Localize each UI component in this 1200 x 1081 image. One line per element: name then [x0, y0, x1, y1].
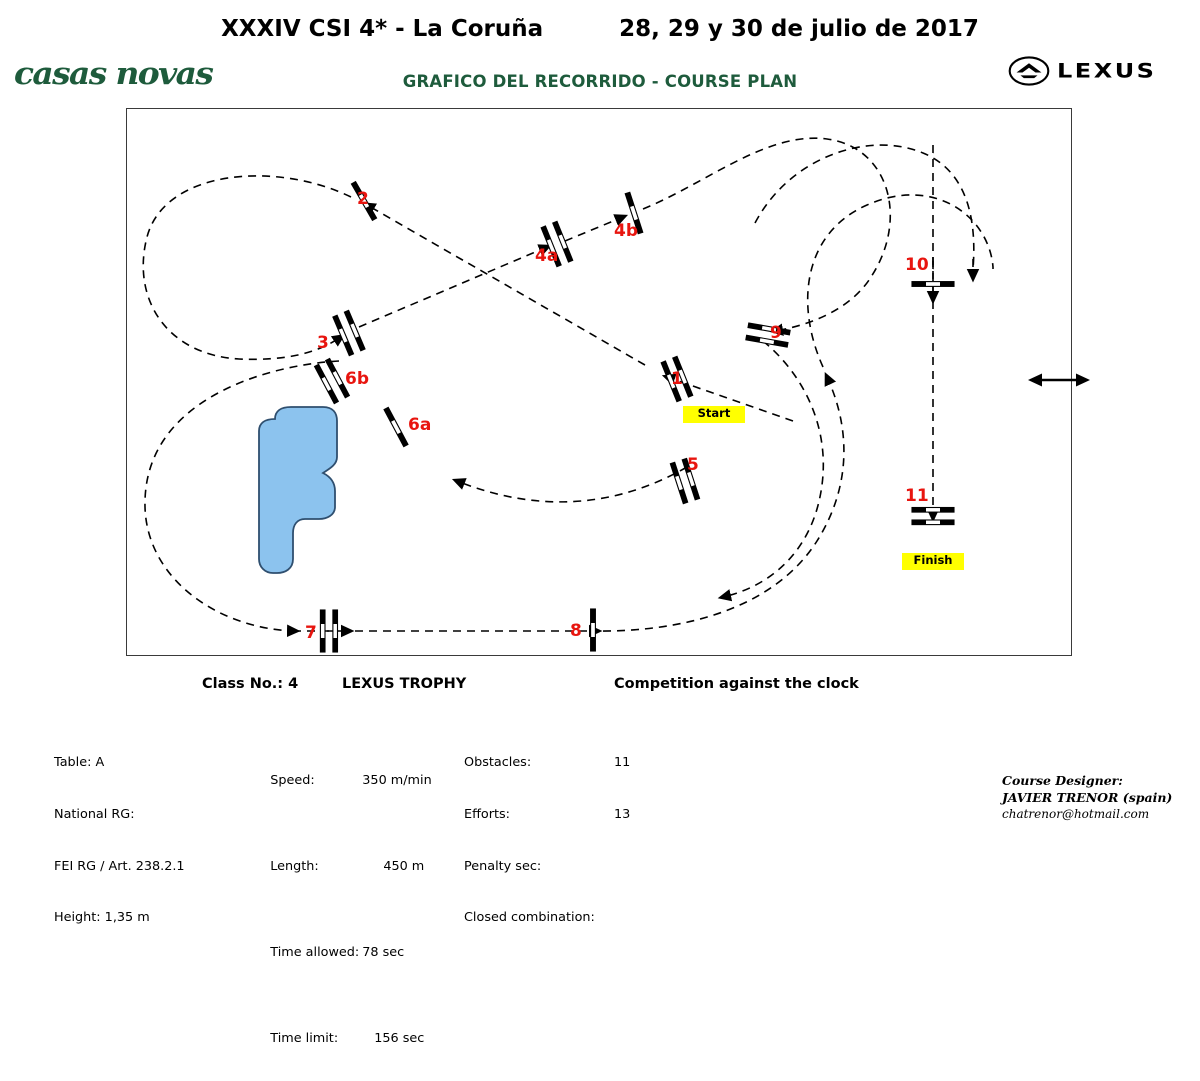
- obstacle-4b: [624, 191, 644, 235]
- designer-title: Course Designer:: [1002, 773, 1123, 788]
- obstacle-3: [332, 309, 366, 357]
- obstacle-11: [911, 506, 955, 526]
- spec-closed-combination-value: [614, 909, 630, 926]
- casas-novas-logo: casas novas: [14, 56, 214, 92]
- course-designer-block: Course Designer: JAVIER TRENOR (spain) c…: [1002, 772, 1172, 823]
- event-title-dates: 28, 29 y 30 de julio de 2017: [619, 16, 979, 42]
- obstacle-label-5: 5: [687, 455, 699, 475]
- lexus-logo: LEXUS: [1008, 56, 1156, 86]
- spec-penalty-sec-label: Penalty sec:: [464, 858, 542, 874]
- course-plan-subtitle: GRAFICO DEL RECORRIDO - COURSE PLAN: [402, 72, 798, 91]
- spec-time-allowed-value: 78 sec: [362, 944, 405, 960]
- event-title: XXXIV CSI 4* - La Coruña 28, 29 y 30 de …: [0, 16, 1200, 42]
- obstacle-label-2: 2: [357, 189, 369, 209]
- scale-double-arrow-icon: [1028, 370, 1090, 394]
- class-name: LEXUS TROPHY: [342, 676, 467, 692]
- spec-time-limit-row: Time limit: 156 sec: [254, 1012, 424, 1064]
- spec-penalty-sec-value: [614, 858, 630, 875]
- designer-email: chatrenor@hotmail.com: [1002, 807, 1150, 821]
- spec-time-allowed-row: Time allowed: 78 sec: [254, 926, 424, 978]
- spec-time-limit-value: 156 sec: [374, 1030, 425, 1046]
- spec-column-rules: Table: A National RG: FEI RG / Art. 238.…: [54, 720, 185, 944]
- lexus-wordmark: LEXUS: [1057, 59, 1157, 83]
- obstacle-5: [669, 457, 701, 505]
- spec-speed-row: Speed: 350 m/min: [254, 754, 432, 806]
- obstacle-6b: [313, 357, 351, 405]
- class-number: Class No.: 4: [202, 676, 299, 692]
- spec-length-label: Length:: [270, 858, 319, 874]
- lexus-emblem-icon: [1008, 56, 1050, 86]
- spec-column-speed: Speed: 350 m/min Length: 450 m Time allowe…: [254, 720, 432, 1081]
- spec-column-counts-values: 11 13: [614, 720, 630, 944]
- obstacle-label-11: 11: [905, 486, 929, 506]
- spec-column-counts-labels: Obstacles: Efforts: Penalty sec: Closed …: [464, 720, 595, 944]
- arena-course-diagram: 1 2 3 4a 4b 5 6a 6b 7 8 9 10 11 Start Fi…: [126, 108, 1072, 656]
- obstacle-8: [590, 608, 596, 652]
- obstacle-label-1: 1: [671, 369, 683, 389]
- spec-speed-value: 350 m/min: [362, 772, 432, 788]
- obstacle-label-4b: 4b: [614, 221, 638, 241]
- spec-efforts-label: Efforts:: [464, 807, 510, 823]
- obstacle-label-3: 3: [317, 333, 329, 353]
- spec-height: Height: 1,35 m: [54, 910, 150, 926]
- obstacle-10: [911, 281, 955, 287]
- obstacle-label-8: 8: [570, 621, 582, 641]
- competition-type: Competition against the clock: [614, 676, 859, 692]
- spec-speed-label: Speed:: [270, 772, 315, 788]
- water-jump: [258, 406, 338, 574]
- spec-obstacles-value: 11: [614, 755, 631, 771]
- obstacle-label-9: 9: [770, 323, 782, 343]
- spec-table: Table: A: [54, 755, 105, 771]
- course-path-svg: [142, 137, 994, 653]
- obstacle-1: [660, 355, 694, 403]
- obstacle-label-6a: 6a: [408, 415, 432, 435]
- obstacle-label-10: 10: [905, 255, 929, 275]
- spec-national-rg: National RG:: [54, 807, 135, 823]
- obstacle-6a: [383, 406, 409, 448]
- spec-obstacles-label: Obstacles:: [464, 755, 532, 771]
- start-marker: Start: [683, 406, 745, 423]
- finish-marker: Finish: [902, 553, 964, 570]
- spec-fei-rg: FEI RG / Art. 238.2.1: [54, 858, 185, 874]
- designer-name: JAVIER TRENOR (spain): [1002, 790, 1173, 805]
- spec-length-value: 450 m: [383, 858, 425, 874]
- obstacle-2: [350, 180, 378, 222]
- obstacle-7: [319, 609, 339, 653]
- obstacle-4a: [540, 220, 574, 268]
- spec-length-row: Length: 450 m: [254, 840, 424, 892]
- spec-time-allowed-label: Time allowed:: [270, 944, 360, 960]
- obstacle-label-4a: 4a: [535, 246, 559, 266]
- event-title-name: XXXIV CSI 4* - La Coruña: [221, 16, 544, 42]
- obstacle-9: [745, 322, 791, 348]
- spec-efforts-value: 13: [614, 807, 631, 823]
- spec-time-limit-label: Time limit:: [270, 1030, 339, 1046]
- obstacle-label-7: 7: [305, 623, 317, 643]
- obstacle-label-6b: 6b: [345, 369, 369, 389]
- spec-closed-combination-label: Closed combination:: [464, 910, 595, 926]
